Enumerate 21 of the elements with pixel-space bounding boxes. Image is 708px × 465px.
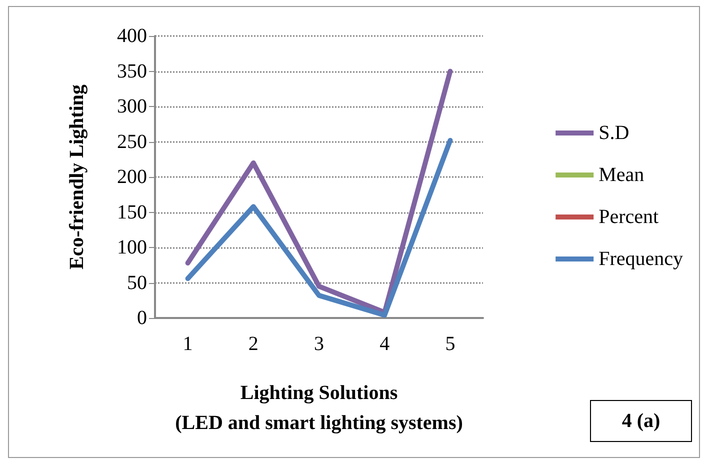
legend-label: Mean xyxy=(598,164,644,186)
legend-label: Percent xyxy=(598,206,659,228)
y-axis-title: Eco-friendly Lighting xyxy=(66,84,88,270)
y-tick-label: 200 xyxy=(117,166,147,188)
x-tick-label: 4 xyxy=(380,333,390,355)
x-tick-label: 5 xyxy=(445,333,456,355)
y-tick-label: 50 xyxy=(127,272,147,294)
y-tick-label: 150 xyxy=(117,201,147,224)
x-tick-label: 1 xyxy=(182,333,193,355)
x-tick-label: 2 xyxy=(248,333,258,355)
y-tick-label: 400 xyxy=(117,25,147,47)
y-tick-label: 0 xyxy=(137,307,147,329)
y-tick-label: 350 xyxy=(117,60,147,82)
y-tick-label: 250 xyxy=(117,130,147,153)
y-tick-label: 100 xyxy=(117,236,147,258)
y-tick-label: 300 xyxy=(117,96,147,118)
legend-label: Frequency xyxy=(598,248,684,270)
legend-label: S.D xyxy=(598,122,630,144)
x-tick-label: 3 xyxy=(314,333,324,355)
x-axis-title: Lighting Solutions (LED and smart lighting systems) xyxy=(175,382,463,434)
text: 4 (a) xyxy=(590,400,692,442)
